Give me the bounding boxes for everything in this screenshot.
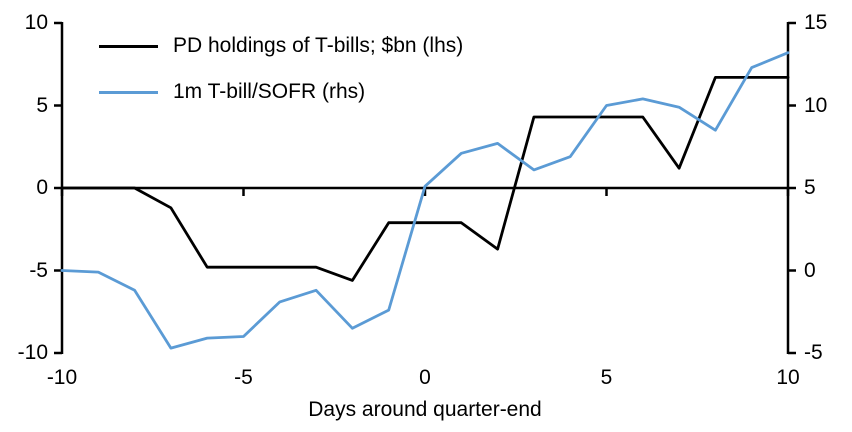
- legend-line-tbill-sofr: [99, 90, 158, 94]
- series-line-0: [60, 76, 790, 282]
- legend: PD holdings of T-bills; $bn (lhs) 1m T-b…: [99, 33, 463, 125]
- x-tick-label: 0: [419, 366, 431, 389]
- series-line-1: [60, 51, 790, 350]
- legend-label-pd-holdings: PD holdings of T-bills; $bn (lhs): [173, 34, 464, 57]
- x-tick-label: -10: [46, 366, 78, 389]
- x-tick-label: 5: [600, 366, 613, 389]
- rhs-tick-label: 5: [804, 176, 816, 199]
- legend-label-tbill-sofr: 1m T-bill/SOFR (rhs): [173, 80, 366, 103]
- lhs-tick-label: 5: [36, 93, 48, 117]
- lhs-tick-label: -10: [17, 341, 48, 364]
- legend-item-tbill-sofr: 1m T-bill/SOFR (rhs): [99, 79, 463, 105]
- legend-line-pd-holdings: [99, 44, 158, 48]
- rhs-tick-label: 15: [804, 11, 828, 34]
- lhs-tick-label: 0: [36, 176, 48, 199]
- legend-item-pd-holdings: PD holdings of T-bills; $bn (lhs): [99, 33, 463, 59]
- rhs-tick-label: -5: [804, 341, 823, 364]
- x-axis-title: Days around quarter-end: [308, 398, 542, 421]
- x-tick-label: -5: [234, 366, 253, 389]
- x-tick-label: 10: [776, 366, 800, 389]
- lhs-tick-label: -5: [29, 258, 48, 282]
- rhs-tick-label: 0: [804, 258, 816, 282]
- rhs-tick-label: 10: [804, 93, 828, 117]
- lhs-tick-label: 10: [24, 11, 48, 34]
